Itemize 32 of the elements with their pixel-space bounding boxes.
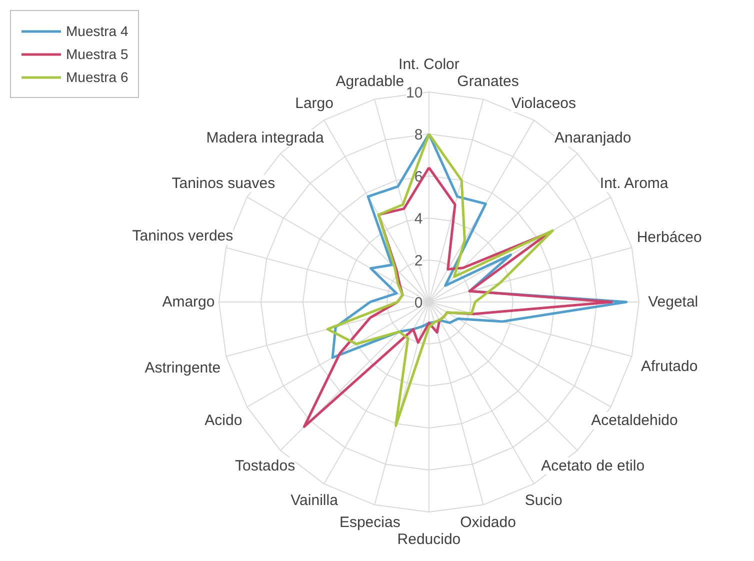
y-tick-label: 4 bbox=[414, 210, 423, 228]
spoke-label: Vainilla bbox=[290, 492, 339, 510]
spoke-label: Vegetal bbox=[648, 293, 698, 310]
spoke-label: Amargo bbox=[162, 293, 215, 310]
y-tick-label: 2 bbox=[414, 252, 423, 270]
spoke-label: Oxidado bbox=[460, 514, 516, 531]
legend-label: Muestra 5 bbox=[66, 46, 128, 62]
spoke-label: Int. Color bbox=[398, 56, 460, 74]
spoke-label: Violaceos bbox=[511, 94, 576, 112]
y-tick-label: 10 bbox=[406, 84, 423, 102]
spoke-label: Anaranjado bbox=[554, 130, 632, 147]
spoke-label: Astringente bbox=[144, 359, 221, 376]
spoke-label: Madera integrada bbox=[206, 130, 324, 147]
y-tick-label: 0 bbox=[414, 294, 423, 312]
spoke-label: Int. Aroma bbox=[600, 174, 669, 192]
spoke-label: Agradable bbox=[336, 73, 404, 90]
spoke-label: Tostados bbox=[235, 457, 296, 474]
spoke-label: Acido bbox=[204, 412, 242, 430]
spoke-label: Granates bbox=[457, 73, 519, 90]
spoke-label: Reducido bbox=[397, 530, 461, 548]
spoke-label: Acetaldehido bbox=[591, 412, 678, 430]
spoke-label: Taninos verdes bbox=[132, 228, 234, 245]
spoke-label: Afrutado bbox=[640, 358, 698, 375]
spoke-label: Especias bbox=[339, 514, 400, 531]
spoke-label: Taninos suaves bbox=[172, 174, 276, 192]
spoke-label: Herbáceo bbox=[636, 229, 702, 246]
spoke-label: Acetato de etilo bbox=[541, 457, 645, 474]
legend-label: Muestra 6 bbox=[66, 69, 128, 85]
legend-label: Muestra 4 bbox=[66, 23, 128, 39]
spoke-label: Largo bbox=[295, 94, 334, 112]
y-tick-label: 8 bbox=[414, 126, 423, 144]
spoke-label: Sucio bbox=[524, 492, 562, 510]
